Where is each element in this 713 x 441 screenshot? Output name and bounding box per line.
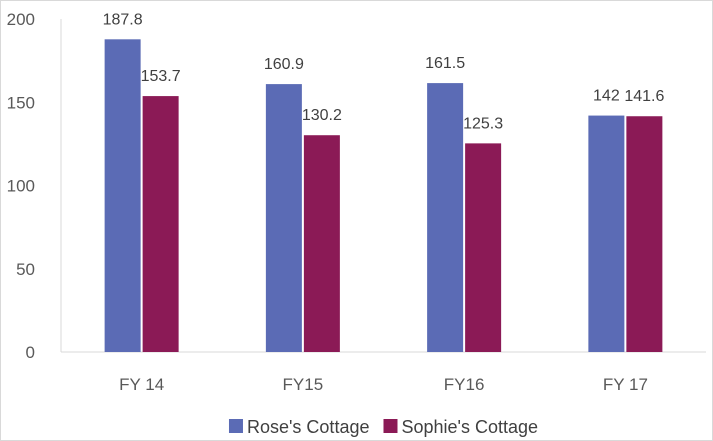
bar-series-1-2 [465, 143, 502, 352]
y-axis: 0 50 100 150 200 [7, 10, 35, 362]
legend: Rose's Cottage Sophie's Cottage [228, 417, 538, 437]
bar-series-0-3 [588, 115, 625, 352]
y-tick-label: 150 [7, 93, 35, 112]
y-tick-label: 200 [7, 10, 35, 29]
legend-swatch-0 [228, 419, 243, 433]
y-tick-label: 100 [7, 177, 35, 196]
bar-series-1-3 [626, 116, 663, 353]
legend-label: Rose's Cottage [247, 417, 370, 437]
x-axis: FY 14 FY15 FY16 FY 17 [119, 375, 648, 394]
x-tick-label: FY16 [444, 375, 485, 394]
bar-series-1-0 [142, 96, 179, 352]
bar-series-0-0 [104, 39, 141, 353]
x-tick-label: FY15 [283, 375, 324, 394]
data-labels: 187.8 153.7 160.9 130.2 161.5 125.3 142 141.6 [103, 11, 665, 132]
y-tick-label: 50 [16, 260, 35, 279]
data-label: 130.2 [302, 107, 342, 124]
x-tick-label: FY 14 [119, 375, 164, 394]
data-label: 153.7 [141, 68, 181, 85]
data-label: 187.8 [103, 11, 143, 28]
x-tick-label: FY 17 [603, 375, 648, 394]
y-tick-label: 0 [26, 343, 35, 362]
legend-swatch-1 [383, 419, 398, 433]
data-label: 125.3 [463, 115, 503, 132]
data-label: 161.5 [425, 55, 465, 72]
data-label: 141.6 [624, 88, 664, 105]
bar-series-1-1 [303, 135, 340, 352]
data-label: 160.9 [264, 56, 304, 73]
bar-series-0-1 [265, 84, 302, 352]
legend-label: Sophie's Cottage [401, 417, 538, 437]
data-label: 142 [593, 88, 620, 105]
bars [104, 39, 663, 353]
bar-series-0-2 [427, 83, 464, 352]
